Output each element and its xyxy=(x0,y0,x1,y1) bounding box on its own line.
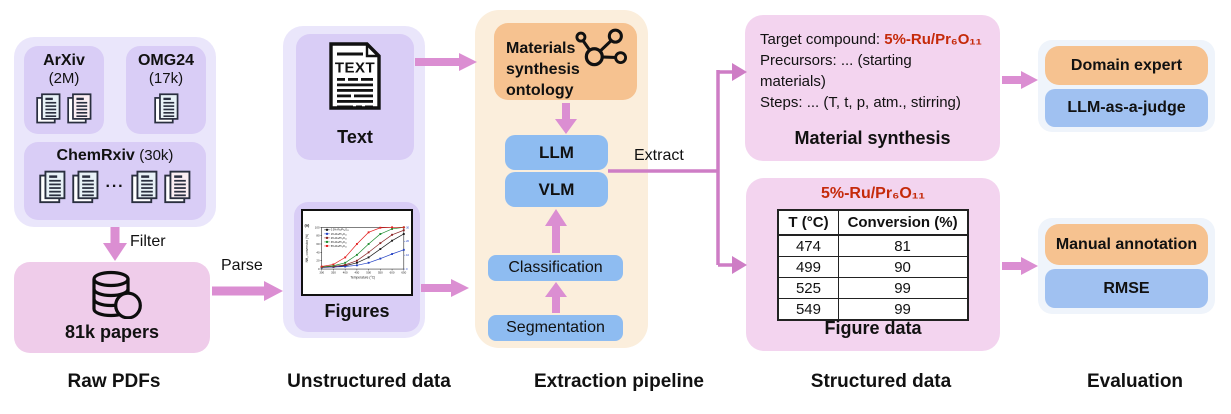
vlm-box: VLM xyxy=(505,172,608,207)
chemrxiv-source-box: ChemRxiv (30k) ··· xyxy=(24,142,206,220)
svg-text:300: 300 xyxy=(319,271,324,275)
svg-text:0: 0 xyxy=(406,267,408,271)
target-compound-value: 5%-Ru/Pr₆O₁₁ xyxy=(884,31,982,48)
classification-box: Classification xyxy=(488,255,623,281)
svg-text:600: 600 xyxy=(390,271,395,275)
molecule-ontology-icon xyxy=(575,28,628,67)
table-header: T (°C) xyxy=(777,209,839,236)
svg-text:Temperature (°C): Temperature (°C) xyxy=(350,275,375,279)
precursors-line1: Precursors: ... (starting xyxy=(760,52,912,69)
synthesis-to-eval-arrow xyxy=(1002,71,1038,89)
svg-text:40: 40 xyxy=(316,250,320,254)
manual-annotation-box: Manual annotation xyxy=(1045,224,1208,265)
material-synthesis-box: Target compound: 5%-Ru/Pr₆O₁₁ Precursors… xyxy=(745,15,1000,161)
omg24-source-box: OMG24 (17k) xyxy=(126,46,206,134)
column-label-raw-pdfs: Raw PDFs xyxy=(67,371,161,392)
svg-text:3%-Ru/Pr₆O₁₁: 3%-Ru/Pr₆O₁₁ xyxy=(331,240,347,244)
steps-line: Steps: ... (T, t, p, atm., stirring) xyxy=(760,94,961,111)
llm-as-a-judge-box: LLM-as-a-judge xyxy=(1045,89,1208,127)
figure-compound-label: 5%-Ru/Pr₆O₁₁ xyxy=(820,185,926,202)
svg-text:NH₃ conversion (%): NH₃ conversion (%) xyxy=(305,234,309,262)
svg-text:10: 10 xyxy=(406,253,410,257)
text-icon-word: TEXT xyxy=(335,60,375,77)
chemrxiv-count: (30k) xyxy=(139,147,174,164)
document-icon xyxy=(39,170,66,204)
arxiv-name: ArXiv xyxy=(43,52,85,69)
figures-label: Figures xyxy=(324,301,390,321)
table-row: 499 90 xyxy=(777,256,969,278)
text-label: Text xyxy=(337,127,373,147)
precursors-line2: materials) xyxy=(760,73,826,90)
text-box: TEXT Text xyxy=(296,34,414,160)
filter-label: Filter xyxy=(130,233,166,250)
document-icon xyxy=(72,170,99,204)
svg-text:(a): (a) xyxy=(304,223,310,228)
svg-text:80: 80 xyxy=(316,234,320,238)
table-row: 549 99 xyxy=(777,298,969,321)
arxiv-source-box: ArXiv (2M) xyxy=(24,46,104,134)
svg-text:5%-Ru/Pr₆O₁₁: 5%-Ru/Pr₆O₁₁ xyxy=(331,244,347,248)
domain-expert-box: Domain expert xyxy=(1045,46,1208,85)
svg-text:550: 550 xyxy=(378,271,383,275)
ontology-label-line1: Materials xyxy=(506,40,576,57)
figure-data-title: Figure data xyxy=(824,318,922,338)
document-icon xyxy=(36,93,61,124)
svg-text:100: 100 xyxy=(315,225,320,229)
figures-to-pipeline-arrow xyxy=(421,279,469,297)
svg-text:0: 0 xyxy=(318,267,320,271)
omg24-count: (17k) xyxy=(148,70,184,87)
svg-text:30: 30 xyxy=(406,225,410,229)
material-synthesis-title: Material synthesis xyxy=(794,128,951,148)
filter-arrow xyxy=(103,227,127,261)
document-icon xyxy=(131,170,158,204)
svg-text:500: 500 xyxy=(366,271,371,275)
document-icon xyxy=(67,93,92,124)
arxiv-count: (2M) xyxy=(48,70,80,87)
papers-count-label: 81k papers xyxy=(64,322,160,342)
text-document-icon: TEXT xyxy=(329,42,381,110)
svg-text:20: 20 xyxy=(406,239,410,243)
table-row: 474 81 xyxy=(777,234,969,257)
parse-arrow xyxy=(212,281,283,301)
column-label-evaluation: Evaluation xyxy=(1086,371,1184,392)
database-icon xyxy=(92,270,142,319)
svg-text:2%-Ru/Pr₆O₁₁: 2%-Ru/Pr₆O₁₁ xyxy=(331,236,347,240)
table-row: 525 99 xyxy=(777,277,969,299)
svg-text:20: 20 xyxy=(316,259,320,263)
document-icon xyxy=(154,93,179,124)
column-label-structured: Structured data xyxy=(810,371,952,392)
column-label-unstructured: Unstructured data xyxy=(287,371,451,392)
ontology-box: Materials synthesis ontology xyxy=(494,23,637,100)
embedded-figure-chart: 300 350 400 450 500 550 600 650 0 20 40 60 80 100 0 10 2… xyxy=(301,209,413,296)
svg-text:1%-Ru/Pr₆O₁₁: 1%-Ru/Pr₆O₁₁ xyxy=(331,232,347,236)
ontology-label-line2: synthesis ontology xyxy=(506,61,580,99)
document-icon xyxy=(164,170,191,204)
svg-text:0.5%-Ru/Pr₆O₁₁: 0.5%-Ru/Pr₆O₁₁ xyxy=(331,228,349,232)
parse-label: Parse xyxy=(221,257,263,274)
svg-text:650: 650 xyxy=(401,271,406,275)
ellipsis-dots: ··· xyxy=(105,178,125,195)
figure-data-box: 5%-Ru/Pr₆O₁₁ T (°C) Conversion (%) 474 81 49… xyxy=(746,178,1000,351)
chemrxiv-name: ChemRxiv xyxy=(56,147,135,164)
target-compound-label: Target compound: xyxy=(760,31,885,48)
segmentation-box: Segmentation xyxy=(488,315,623,341)
omg24-name: OMG24 xyxy=(137,52,194,69)
svg-text:450: 450 xyxy=(354,271,359,275)
svg-text:350: 350 xyxy=(331,271,336,275)
papers-database-box: 81k papers xyxy=(14,262,210,353)
svg-text:60: 60 xyxy=(316,242,320,246)
svg-text:400: 400 xyxy=(343,271,348,275)
llm-box: LLM xyxy=(505,135,608,170)
figure-data-table: T (°C) Conversion (%) 474 81 499 90 525 99 549 99 xyxy=(777,209,969,321)
table-header: Conversion (%) xyxy=(837,209,969,236)
column-label-pipeline: Extraction pipeline xyxy=(534,371,704,392)
figure-to-eval-arrow xyxy=(1002,257,1038,275)
extract-label: Extract xyxy=(634,147,684,164)
rmse-box: RMSE xyxy=(1045,269,1208,308)
